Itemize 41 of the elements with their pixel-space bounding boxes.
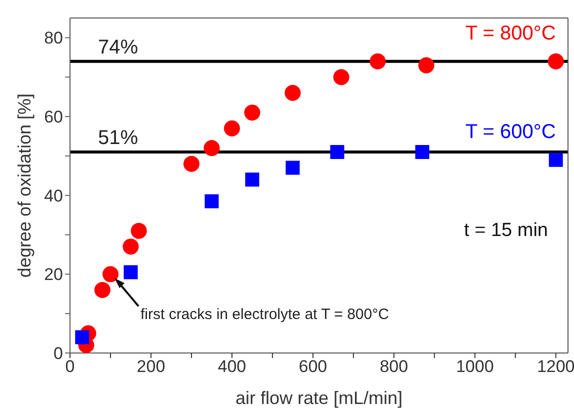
point [284, 84, 301, 101]
point [418, 57, 434, 74]
point [244, 104, 260, 121]
y-axis-title: degree of oxidation [%] [14, 93, 34, 278]
point [245, 172, 260, 187]
y-tick-label: 20 [44, 265, 63, 284]
y-tick-label: 60 [44, 108, 63, 127]
x-tick-label: 1000 [456, 357, 494, 376]
x-tick-label: 400 [218, 357, 246, 376]
series-label: T = 800°C [465, 22, 556, 44]
x-tick-label: 600 [298, 357, 328, 376]
annotation: first cracks in electrolyte at T = 800°C [140, 306, 390, 324]
point [224, 120, 240, 136]
x-tick-label: 800 [380, 357, 408, 376]
y-tick-label: 0 [54, 344, 63, 364]
point [183, 156, 200, 172]
point [204, 140, 220, 156]
point [370, 53, 386, 70]
x-axis-title: air flow rate [mL/min] [235, 388, 403, 408]
point [94, 282, 110, 298]
point [548, 152, 563, 167]
point [415, 145, 430, 159]
point [204, 194, 219, 208]
x-tick-label: 0 [65, 357, 75, 376]
point [333, 69, 350, 86]
y-tick-label: 80 [44, 28, 63, 48]
x-tick-label: 200 [136, 357, 166, 376]
point [330, 145, 344, 159]
point [286, 160, 300, 175]
point [122, 238, 139, 255]
annotation: t = 15 min [464, 220, 548, 241]
point [124, 265, 138, 280]
y-tick-label: 40 [44, 186, 63, 206]
point [102, 266, 118, 282]
series-label: T = 600°C [465, 120, 556, 143]
x-tick-label: 1200 [536, 357, 574, 376]
ref-line-label: 74% [98, 36, 138, 58]
point [75, 330, 90, 344]
ref-line-label: 51% [98, 127, 138, 149]
point [130, 222, 147, 239]
point [548, 53, 564, 70]
